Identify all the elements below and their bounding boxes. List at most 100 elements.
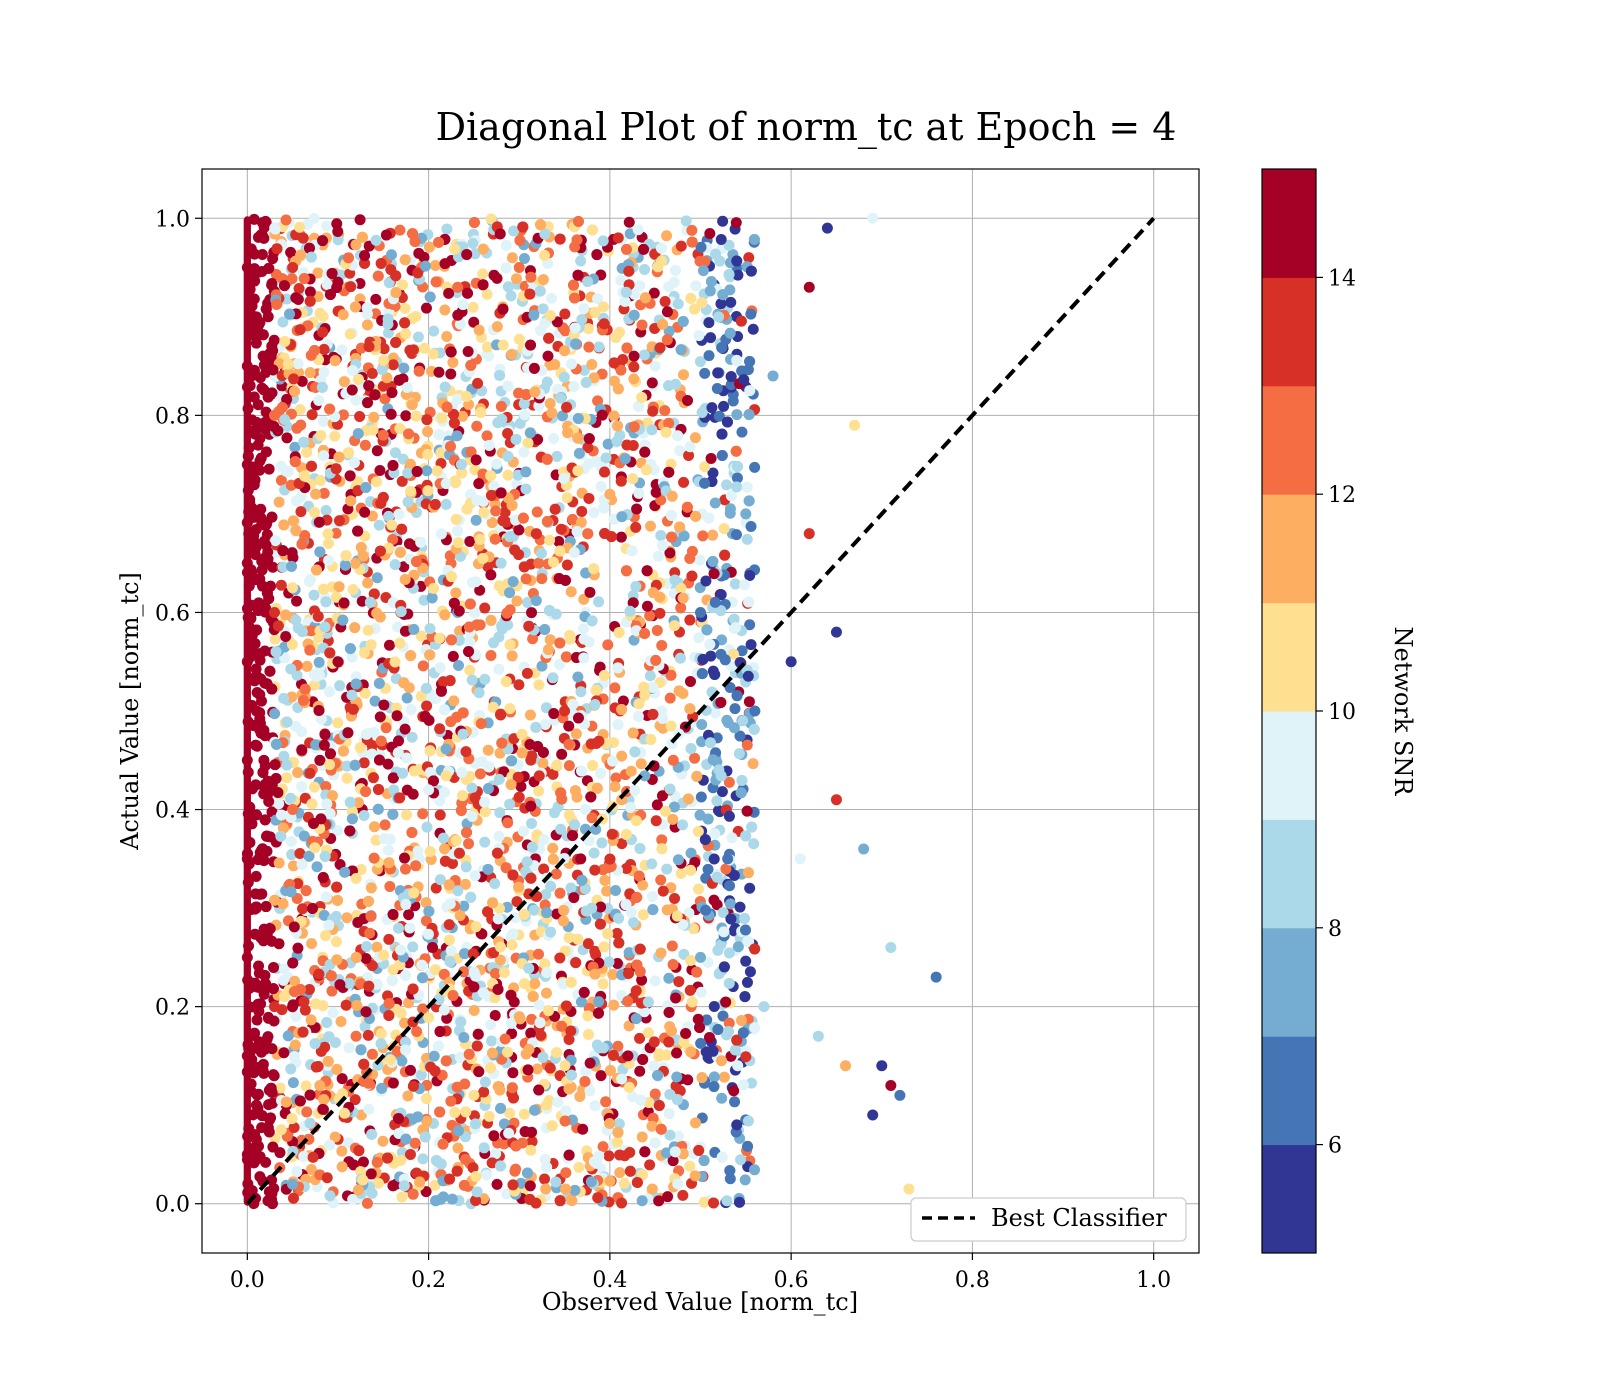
scatter-point: [674, 445, 686, 457]
scatter-point: [671, 1071, 683, 1083]
scatter-point: [725, 296, 737, 308]
scatter-point: [540, 1183, 552, 1195]
scatter-point: [361, 397, 373, 409]
scatter-point: [748, 723, 760, 735]
scatter-point: [424, 649, 436, 661]
scatter-point: [672, 298, 684, 310]
scatter-point: [399, 863, 411, 875]
scatter-point: [708, 1081, 720, 1093]
scatter-point: [548, 708, 560, 720]
scatter-point: [482, 744, 494, 756]
scatter-point: [398, 677, 410, 689]
scatter-point: [460, 861, 472, 873]
scatter-point: [362, 1029, 374, 1041]
scatter-point: [266, 935, 278, 947]
scatter-point: [747, 758, 759, 770]
scatter-point: [461, 503, 473, 515]
scatter-point: [505, 1017, 517, 1029]
scatter-point: [633, 400, 645, 412]
scatter-point: [301, 1106, 313, 1118]
scatter-point: [377, 380, 389, 392]
scatter-point: [533, 948, 545, 960]
scatter-point: [554, 637, 566, 649]
scatter-point: [745, 521, 757, 533]
scatter-point: [715, 696, 727, 708]
scatter-point: [441, 1012, 453, 1024]
scatter-point: [534, 1017, 546, 1029]
scatter-point: [473, 687, 485, 699]
scatter-point: [466, 674, 478, 686]
scatter-point: [453, 634, 465, 646]
scatter-point: [260, 406, 272, 418]
scatter-point: [675, 582, 687, 594]
scatter-point: [522, 437, 534, 449]
scatter-point: [368, 588, 380, 600]
scatter-point: [743, 495, 755, 507]
scatter-point: [540, 987, 552, 999]
scatter-point: [496, 620, 508, 632]
scatter-point: [297, 903, 309, 915]
scatter-point: [416, 959, 428, 971]
scatter-point: [479, 796, 491, 808]
scatter-point: [636, 974, 648, 986]
scatter-point: [347, 584, 359, 596]
scatter-point: [723, 947, 735, 959]
scatter-point: [305, 625, 317, 637]
scatter-point: [271, 298, 283, 310]
scatter-point: [287, 515, 299, 527]
scatter-point: [287, 860, 299, 872]
scatter-point: [599, 874, 611, 886]
scatter-point: [680, 215, 692, 227]
scatter-point: [399, 1036, 411, 1048]
scatter-point: [686, 236, 698, 248]
scatter-point: [725, 371, 737, 383]
scatter-point: [619, 295, 631, 307]
scatter-point: [268, 1183, 280, 1195]
scatter-point: [467, 301, 479, 313]
scatter-point: [321, 278, 333, 290]
scatter-point: [585, 791, 597, 803]
scatter-point: [520, 573, 532, 585]
scatter-point: [539, 249, 551, 261]
scatter-point: [303, 984, 315, 996]
scatter-point: [502, 817, 514, 829]
scatter-point: [611, 958, 623, 970]
scatter-point: [306, 938, 318, 950]
scatter-point: [486, 1157, 498, 1169]
scatter-point: [631, 1176, 643, 1188]
scatter-point: [598, 502, 610, 514]
scatter-point: [470, 576, 482, 588]
scatter-point: [286, 547, 298, 559]
scatter-point: [332, 717, 344, 729]
scatter-point: [473, 324, 485, 336]
scatter-point: [708, 1071, 720, 1083]
scatter-point: [449, 243, 461, 255]
scatter-point: [260, 539, 272, 551]
scatter-point: [466, 811, 478, 823]
scatter-point: [725, 913, 737, 925]
scatter-point: [572, 712, 584, 724]
scatter-point: [578, 633, 590, 645]
scatter-point: [718, 400, 730, 412]
scatter-point: [406, 826, 418, 838]
scatter-point: [731, 690, 743, 702]
scatter-point: [392, 747, 404, 759]
scatter-point: [597, 1141, 609, 1153]
scatter-point: [414, 1176, 426, 1188]
scatter-point: [522, 1064, 534, 1076]
scatter-point: [485, 213, 497, 225]
scatter-point: [709, 668, 721, 680]
scatter-point: [526, 607, 538, 619]
scatter-point: [650, 486, 662, 498]
scatter-point: [439, 258, 451, 270]
scatter-point: [533, 1084, 545, 1096]
scatter-point: [321, 1017, 333, 1029]
scatter-point: [274, 1147, 286, 1159]
scatter-point: [544, 634, 556, 646]
scatter-point: [454, 318, 466, 330]
scatter-point: [589, 945, 601, 957]
scatter-point: [736, 645, 748, 657]
scatter-point: [616, 1073, 628, 1085]
scatter-point: [607, 1049, 619, 1061]
scatter-point: [437, 832, 449, 844]
